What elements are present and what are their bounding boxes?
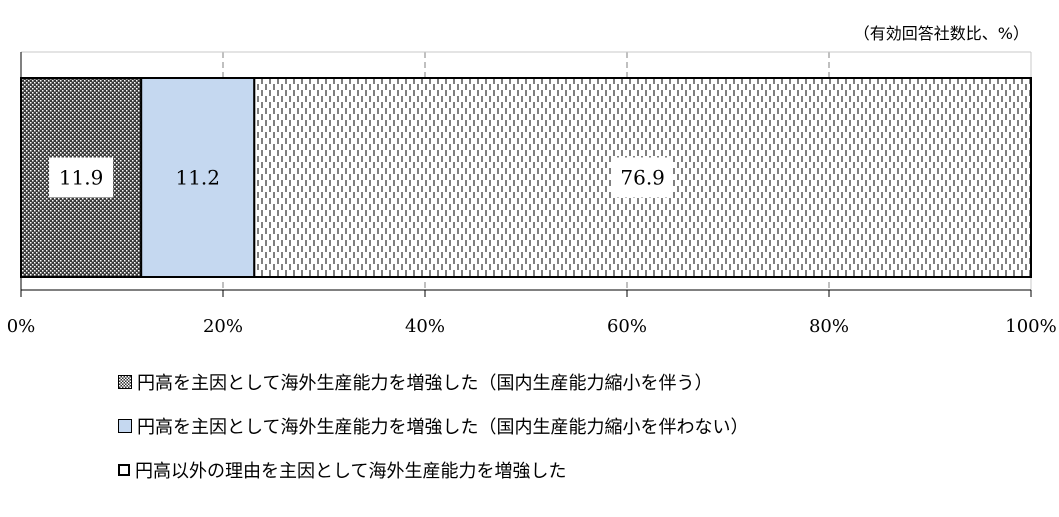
unit-note: （有効回答社数比、%） bbox=[853, 24, 1029, 43]
bar-segment-2 bbox=[140, 77, 256, 278]
bar-group bbox=[20, 77, 1032, 278]
legend-item: 円高を主因として海外生産能力を増強した（国内生産能力縮小を伴わない） bbox=[118, 414, 748, 438]
data-label-background bbox=[612, 157, 673, 198]
data-label: 76.9 bbox=[620, 166, 665, 190]
x-tick-label: 60% bbox=[607, 316, 647, 337]
data-label: 11.9 bbox=[59, 166, 104, 190]
data-label-background bbox=[49, 157, 114, 198]
legend-swatch bbox=[118, 419, 132, 433]
legend-label: 円高を主因として海外生産能力を増強した（国内生産能力縮小を伴う） bbox=[137, 373, 713, 394]
x-tick-label: 20% bbox=[203, 316, 243, 337]
legend-label: 円高以外の理由を主因として海外生産能力を増強した bbox=[135, 461, 567, 482]
legend-swatch bbox=[118, 464, 130, 476]
stacked-bar-chart: 11.9 11.2 76.9 0% 20% 40% 60% 80% 100% bbox=[7, 51, 1057, 337]
data-labels: 11.9 11.2 76.9 bbox=[49, 157, 673, 198]
legend-item: 円高を主因として海外生産能力を増強した（国内生産能力縮小を伴う） bbox=[118, 370, 748, 394]
x-tick-labels: 0% 20% 40% 60% 80% 100% bbox=[7, 316, 1057, 337]
data-label: 11.2 bbox=[175, 166, 220, 190]
x-axis bbox=[20, 52, 1032, 297]
legend-label: 円高を主因として海外生産能力を増強した（国内生産能力縮小を伴わない） bbox=[137, 417, 749, 438]
legend: 円高を主因として海外生産能力を増強した（国内生産能力縮小を伴う） 円高を主因として… bbox=[118, 370, 748, 502]
x-tick-label: 80% bbox=[809, 316, 849, 337]
x-tick-label: 0% bbox=[7, 316, 36, 337]
x-tick-label: 100% bbox=[1005, 316, 1056, 337]
legend-item: 円高以外の理由を主因として海外生産能力を増強した bbox=[118, 458, 748, 482]
x-tick-label: 40% bbox=[405, 316, 445, 337]
legend-swatch bbox=[118, 375, 132, 389]
